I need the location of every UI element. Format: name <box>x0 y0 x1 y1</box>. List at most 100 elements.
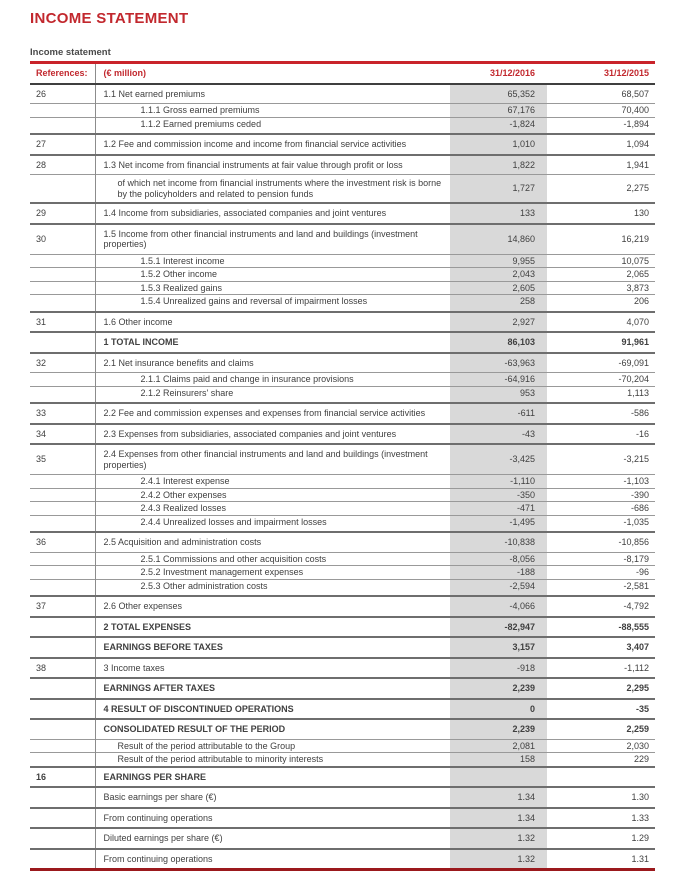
table-row: 2.5.1 Commissions and other acquisition … <box>30 551 655 566</box>
row-value-2016: -2,594 <box>450 578 547 596</box>
row-ref: 31 <box>30 310 96 332</box>
row-value-2015: -390 <box>547 487 655 502</box>
header-date-2015: 31/12/2015 <box>547 62 655 85</box>
row-value-2015: 1,941 <box>547 153 655 175</box>
row-value-2016: -188 <box>450 565 547 579</box>
table-row: 2.5.3 Other administration costs -2,594 -2… <box>30 578 655 596</box>
row-label: Result of the period attributable to min… <box>95 752 450 767</box>
row-ref <box>30 565 96 579</box>
table-row: 2.1.2 Reinsurers' share 953 1,113 <box>30 385 655 403</box>
row-label: 4 RESULT OF DISCONTINUED OPERATIONS <box>95 697 450 719</box>
row-value-2016: -82,947 <box>450 615 547 637</box>
row-ref: 30 <box>30 222 96 254</box>
row-value-2015: 91,961 <box>547 331 655 353</box>
row-label: 2.1.1 Claims paid and change in insuranc… <box>95 372 450 386</box>
income-statement-table: References: (€ million) 31/12/2016 31/12… <box>30 61 655 871</box>
row-value-2015: 3,407 <box>547 636 655 658</box>
row-label: 2.1 Net insurance benefits and claims <box>95 351 450 373</box>
row-ref <box>30 806 96 828</box>
row-value-2016 <box>450 765 547 787</box>
table-row: Result of the period attributable to min… <box>30 752 655 767</box>
row-ref <box>30 551 96 566</box>
row-value-2015: -10,856 <box>547 531 655 552</box>
row-value-2016: 133 <box>450 202 547 224</box>
row-label: 1.5.1 Interest income <box>95 253 450 268</box>
table-row: 16 EARNINGS PER SHARE <box>30 765 655 787</box>
row-value-2015: -70,204 <box>547 372 655 386</box>
row-ref <box>30 294 96 312</box>
row-value-2015: 206 <box>547 294 655 312</box>
row-label: 2 TOTAL EXPENSES <box>95 615 450 637</box>
row-value-2015: -8,179 <box>547 551 655 566</box>
row-label: EARNINGS AFTER TAXES <box>95 677 450 699</box>
row-value-2016: 3,157 <box>450 636 547 658</box>
row-label: EARNINGS PER SHARE <box>95 765 450 787</box>
row-value-2016: -64,916 <box>450 372 547 386</box>
row-value-2015: -1,894 <box>547 116 655 134</box>
row-label: 2.4.1 Interest expense <box>95 474 450 488</box>
row-ref <box>30 474 96 488</box>
row-label: 2.3 Expenses from subsidiaries, associat… <box>95 422 450 444</box>
row-value-2015: 3,873 <box>547 280 655 295</box>
row-ref <box>30 514 96 532</box>
row-label: 2.2 Fee and commission expenses and expe… <box>95 402 450 424</box>
row-value-2015: -69,091 <box>547 351 655 373</box>
row-label: 1.4 Income from subsidiaries, associated… <box>95 202 450 224</box>
row-ref <box>30 116 96 134</box>
row-label: From continuing operations <box>95 847 450 870</box>
row-value-2015: 70,400 <box>547 103 655 117</box>
row-value-2015: -3,215 <box>547 443 655 475</box>
table-caption: Income statement <box>30 47 111 58</box>
row-value-2015: 2,295 <box>547 677 655 699</box>
row-value-2015: 2,259 <box>547 718 655 739</box>
row-value-2016: 1,727 <box>450 174 547 203</box>
row-ref: 32 <box>30 351 96 373</box>
row-ref: 38 <box>30 656 96 678</box>
row-label: 2.5 Acquisition and administration costs <box>95 531 450 552</box>
row-label: EARNINGS BEFORE TAXES <box>95 636 450 658</box>
table-row: 26 1.1 Net earned premiums 65,352 68,507 <box>30 82 655 104</box>
row-value-2015: 1,113 <box>547 385 655 403</box>
row-label: Basic earnings per share (€) <box>95 786 450 808</box>
table-row: EARNINGS AFTER TAXES 2,239 2,295 <box>30 677 655 699</box>
row-value-2016: 86,103 <box>450 331 547 353</box>
table-row: Basic earnings per share (€) 1.34 1.30 <box>30 786 655 808</box>
row-value-2015: -686 <box>547 501 655 515</box>
row-value-2015: -35 <box>547 697 655 719</box>
row-value-2016: -1,110 <box>450 474 547 488</box>
row-label: 2.5.1 Commissions and other acquisition … <box>95 551 450 566</box>
row-value-2016: 1.34 <box>450 786 547 808</box>
row-value-2015: -2,581 <box>547 578 655 596</box>
row-label: 2.1.2 Reinsurers' share <box>95 385 450 403</box>
row-ref <box>30 280 96 295</box>
row-ref: 27 <box>30 133 96 155</box>
row-value-2015: 2,030 <box>547 738 655 753</box>
row-value-2016: 2,927 <box>450 310 547 332</box>
row-label: of which net income from financial instr… <box>95 174 450 203</box>
row-value-2015 <box>547 765 655 787</box>
row-ref <box>30 615 96 637</box>
table-row: 1.1.2 Earned premiums ceded -1,824 -1,894 <box>30 116 655 134</box>
row-ref: 35 <box>30 443 96 475</box>
table-row: 2 TOTAL EXPENSES -82,947 -88,555 <box>30 615 655 637</box>
row-value-2016: 1.34 <box>450 806 547 828</box>
row-ref <box>30 786 96 808</box>
table-row: 30 1.5 Income from other financial instru… <box>30 222 655 254</box>
row-value-2015: -96 <box>547 565 655 579</box>
table-row: EARNINGS BEFORE TAXES 3,157 3,407 <box>30 636 655 658</box>
table-row: 35 2.4 Expenses from other financial inst… <box>30 443 655 475</box>
table-row: of which net income from financial instr… <box>30 174 655 203</box>
table-row: 4 RESULT OF DISCONTINUED OPERATIONS 0 -35 <box>30 697 655 719</box>
row-value-2015: 130 <box>547 202 655 224</box>
table-row: 2.4.2 Other expenses -350 -390 <box>30 487 655 502</box>
row-ref: 36 <box>30 531 96 552</box>
table-row: 1.5.3 Realized gains 2,605 3,873 <box>30 280 655 295</box>
row-value-2016: 953 <box>450 385 547 403</box>
table-row: 32 2.1 Net insurance benefits and claims -… <box>30 351 655 373</box>
table-row: 2.4.1 Interest expense -1,110 -1,103 <box>30 474 655 488</box>
row-value-2016: 14,860 <box>450 222 547 254</box>
table-row: 31 1.6 Other income 2,927 4,070 <box>30 310 655 332</box>
row-ref <box>30 253 96 268</box>
table-row: 38 3 Income taxes -918 -1,112 <box>30 656 655 678</box>
